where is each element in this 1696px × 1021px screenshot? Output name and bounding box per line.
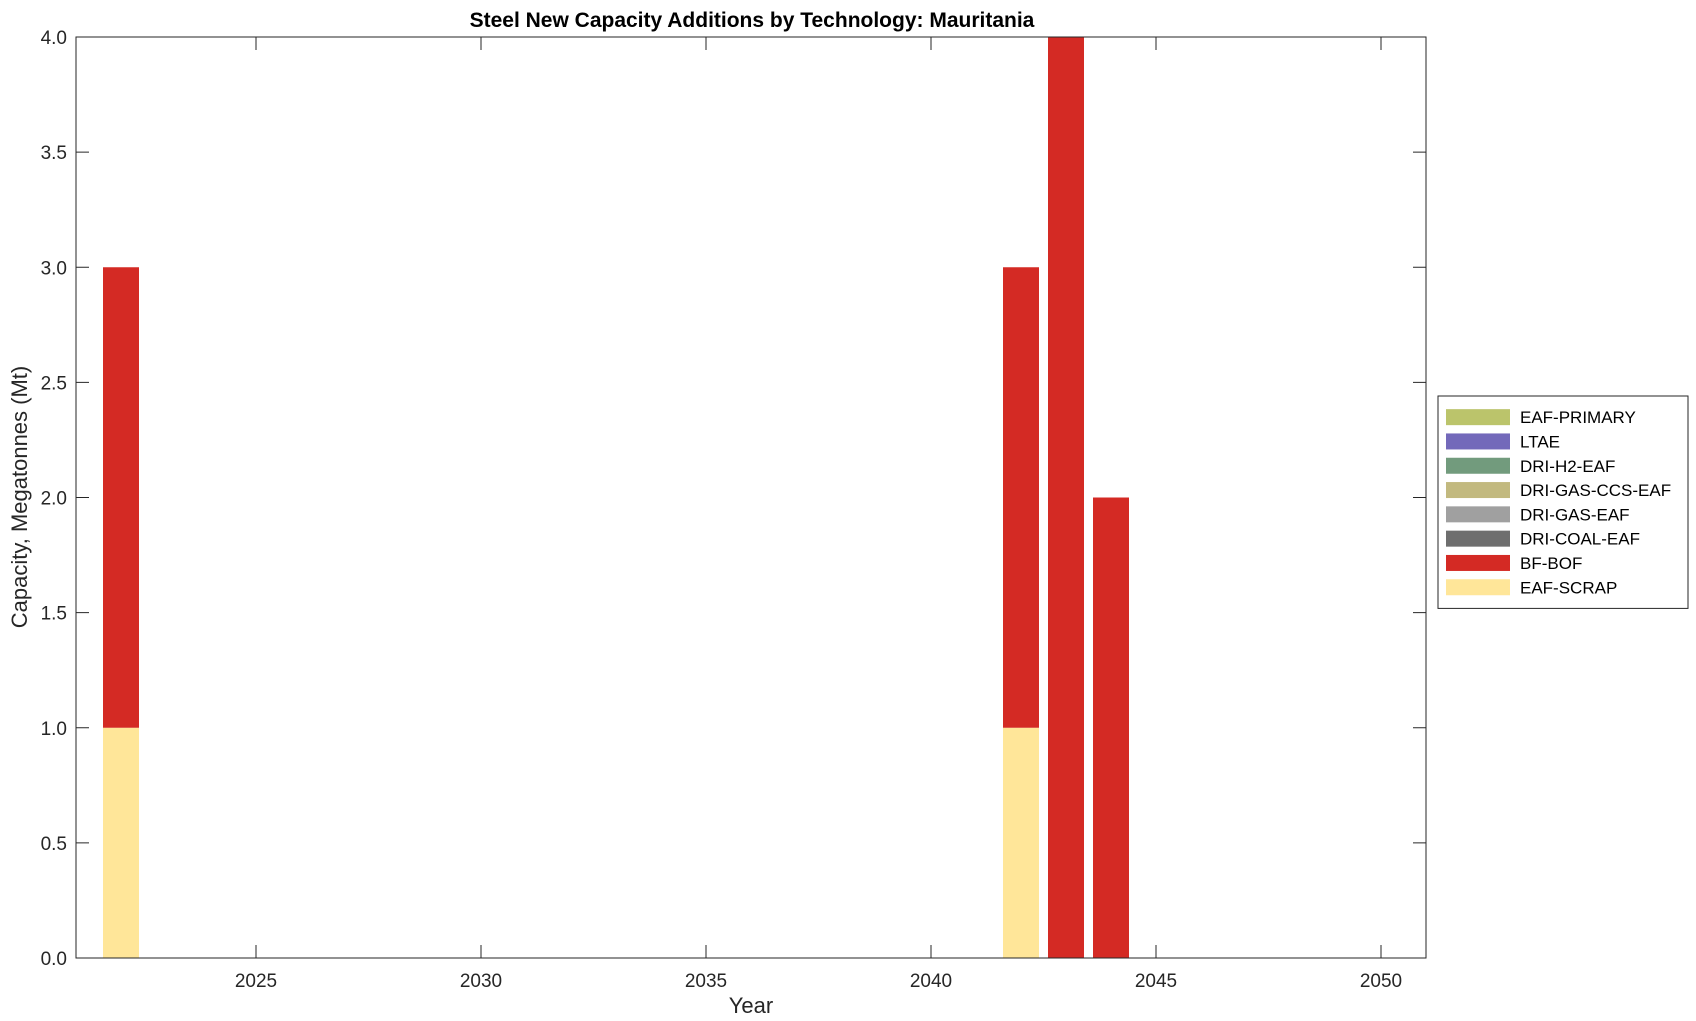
legend-swatch-dri-gas-ccs-eaf <box>1446 482 1510 499</box>
legend-swatch-dri-coal-eaf <box>1446 530 1510 547</box>
legend-swatch-dri-gas-eaf <box>1446 506 1510 523</box>
legend-swatch-eaf-scrap <box>1446 579 1510 596</box>
bar-eaf-scrap-2022 <box>103 727 139 958</box>
y-tick-label-3: 3.0 <box>41 258 67 279</box>
bar-bf-bof-2043 <box>1048 37 1084 958</box>
plot-area-frame <box>75 36 1427 959</box>
ticks-group: 2025 2030 2035 2040 2045 2050 0.0 0.5 1.0 1.5 2.0 2… <box>41 28 1426 992</box>
legend: EAF-PRIMARY LTAE DRI-H2-EAF DRI-GAS-CCS-EAF… <box>1437 395 1689 609</box>
x-tick-label-2035: 2035 <box>685 971 727 992</box>
legend-label-dri-coal-eaf: DRI-COAL-EAF <box>1520 530 1640 549</box>
x-tick-label-2030: 2030 <box>460 971 502 992</box>
legend-label-dri-gas-ccs-eaf: DRI-GAS-CCS-EAF <box>1520 481 1671 500</box>
y-tick-label-1: 1.0 <box>41 719 67 740</box>
y-tick-label-1.5: 1.5 <box>41 604 67 625</box>
y-axis-title: Capacity, Megatonnes (Mt) <box>7 366 32 628</box>
y-tick-label-0.5: 0.5 <box>41 834 67 855</box>
x-axis-title: Year <box>729 993 773 1018</box>
legend-label-eaf-primary: EAF-PRIMARY <box>1520 408 1636 427</box>
y-tick-label-3.5: 3.5 <box>41 143 67 164</box>
legend-label-eaf-scrap: EAF-SCRAP <box>1520 578 1617 597</box>
y-tick-label-0: 0.0 <box>41 949 67 970</box>
x-tick-label-2025: 2025 <box>235 971 277 992</box>
bar-eaf-scrap-2042 <box>1003 727 1039 958</box>
x-tick-label-2050: 2050 <box>1360 971 1402 992</box>
legend-label-bf-bof: BF-BOF <box>1520 554 1582 573</box>
chart-title: Steel New Capacity Additions by Technolo… <box>470 9 1035 32</box>
y-tick-label-2.5: 2.5 <box>41 373 67 394</box>
legend-swatch-dri-h2-eaf <box>1446 457 1510 474</box>
bar-bf-bof-2022 <box>103 267 139 728</box>
legend-swatch-ltae <box>1446 433 1510 450</box>
y-tick-label-4: 4.0 <box>41 28 67 49</box>
bar-bf-bof-2042 <box>1003 267 1039 728</box>
legend-label-dri-h2-eaf: DRI-H2-EAF <box>1520 457 1615 476</box>
legend-box <box>1437 395 1689 609</box>
legend-label-ltae: LTAE <box>1520 432 1560 451</box>
x-tick-label-2045: 2045 <box>1135 971 1177 992</box>
bar-bf-bof-2044 <box>1093 497 1129 958</box>
y-tick-label-2: 2.0 <box>41 489 67 510</box>
legend-label-dri-gas-eaf: DRI-GAS-EAF <box>1520 505 1630 524</box>
bars-group <box>103 37 1129 958</box>
legend-swatch-eaf-primary <box>1446 409 1510 426</box>
x-tick-label-2040: 2040 <box>910 971 952 992</box>
legend-swatch-bf-bof <box>1446 554 1510 571</box>
